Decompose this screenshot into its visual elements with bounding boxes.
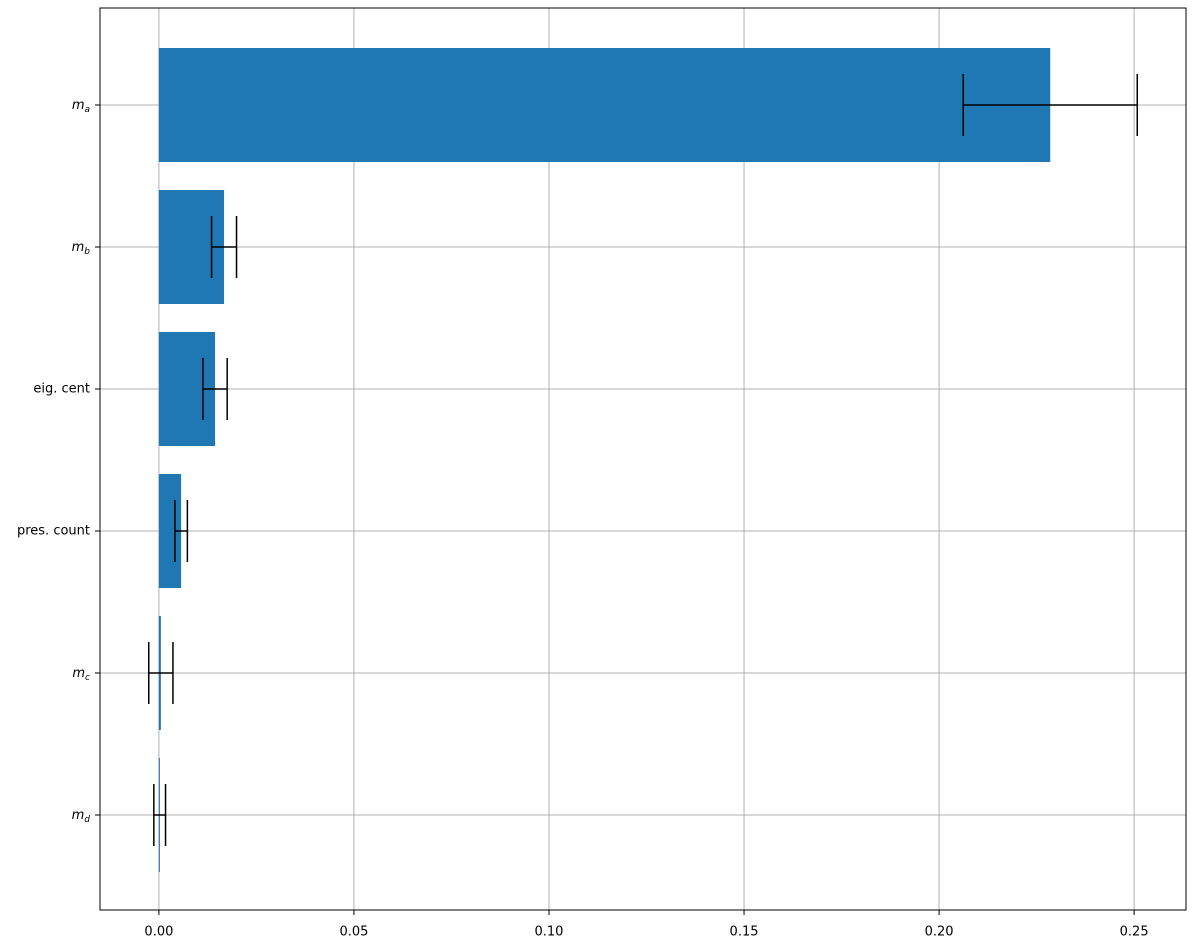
label-base: m (72, 98, 85, 113)
axes-frame (99, 7, 1187, 911)
error-bar (210, 216, 238, 278)
x-tick-label: 0.05 (339, 925, 368, 940)
y-tick-label: eig. cent (33, 382, 90, 397)
y-tick-label: md (72, 808, 91, 825)
error-bar (174, 500, 189, 562)
x-tick-label: 0.20 (925, 925, 954, 940)
error-bar (153, 784, 167, 846)
y-tick-label: mb (72, 240, 91, 257)
label-base: m (72, 666, 85, 681)
y-tick-label: ma (72, 98, 90, 115)
error-bar (962, 74, 1138, 136)
y-tick-label: mc (72, 666, 90, 683)
x-tick-label: 0.00 (144, 925, 173, 940)
x-tick-label: 0.15 (730, 925, 759, 940)
label-sub: d (84, 815, 90, 825)
error-bar (148, 642, 174, 704)
error-bar (202, 358, 228, 420)
x-tick-label: 0.25 (1120, 925, 1149, 940)
label-base: m (72, 240, 85, 255)
label-sub: b (84, 247, 90, 257)
bar (158, 48, 1051, 162)
label-base: m (72, 808, 85, 823)
label-sub: a (84, 105, 90, 115)
label-sub: c (85, 673, 90, 683)
x-tick-label: 0.10 (535, 925, 564, 940)
y-tick-label: pres. count (17, 524, 90, 539)
